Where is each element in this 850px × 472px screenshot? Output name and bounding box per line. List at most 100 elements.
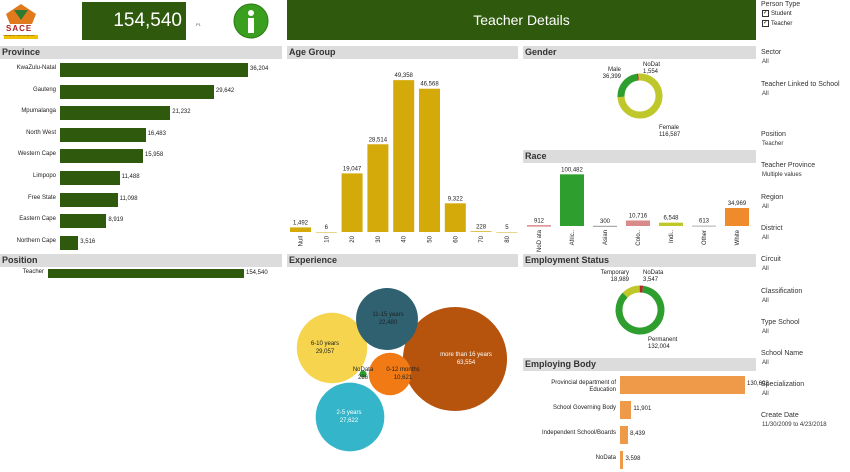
category-label: Northern Cape (16, 237, 56, 244)
page-title: Teacher Details (473, 12, 570, 28)
filter-value-4[interactable]: All (762, 204, 769, 210)
experience-bubble (296, 312, 368, 384)
race-bar (725, 208, 749, 226)
student-checkbox[interactable]: ✓ (762, 10, 769, 17)
filter-value-0[interactable]: All (762, 59, 769, 65)
age-category-label: Null (299, 236, 305, 246)
age-bar (393, 80, 415, 232)
race-category-label: Other (702, 230, 708, 245)
age-value-label: 228 (476, 224, 487, 230)
race-bar (626, 220, 650, 226)
donut-slice-value: 132,004 (648, 344, 670, 350)
filter-title-1: Teacher Linked to School (761, 81, 840, 88)
donut-slice-label: Permanent (648, 337, 678, 343)
experience-label: 11-15 years (372, 312, 403, 318)
category-label: School Governing Body (552, 405, 616, 411)
teacher-checkbox[interactable]: ✓ (762, 20, 769, 27)
filter-title-2: Position (761, 131, 786, 138)
age-group-chart: 1,492 Null 6 10 19,047 20 28,514 30 49,358 40 46,5… (290, 73, 518, 246)
bar (60, 235, 79, 250)
experience-chart: more than 16 years 63,554 6-10 years 29,057… (296, 288, 508, 452)
value-label: 11,488 (121, 174, 140, 180)
value-label: 29,642 (215, 87, 235, 94)
age-category-label: 30 (376, 235, 382, 242)
filter-title-3: Teacher Province (761, 162, 816, 169)
race-category-label: Colo.. (636, 230, 642, 246)
filter-value-1[interactable]: All (762, 91, 769, 97)
filter-title-0: Sector (761, 49, 782, 56)
age-category-label: 10 (324, 235, 330, 242)
value-label: 36,204 (250, 66, 269, 72)
bar (60, 84, 214, 99)
age-bar (496, 231, 518, 233)
value-label: 3,598 (625, 456, 641, 462)
filter-title-9: School Name (761, 350, 804, 357)
age-value-label: 19,047 (343, 166, 362, 172)
experience-bubble (368, 352, 412, 396)
filter-value-8[interactable]: All (762, 329, 769, 335)
experience-value: 27,622 (340, 418, 359, 424)
donut-slice-label: NoDat (643, 62, 660, 68)
bar (60, 63, 248, 77)
filter-person-type-title: Person Type (761, 1, 801, 8)
filter-value-9[interactable]: All (762, 360, 769, 366)
experience-header: Experience (287, 254, 518, 267)
value-label: 130,602 (747, 381, 769, 387)
logo-text: SACE (6, 24, 33, 33)
value-label: 8,439 (630, 431, 646, 437)
filter-value-11[interactable]: 11/30/2009 to 4/23/2018 (762, 422, 827, 428)
experience-bubble (356, 288, 418, 350)
race-category-label: Indi.. (669, 230, 675, 243)
bar (620, 451, 624, 469)
sace-logo: SACE South African Council for Educators (2, 2, 40, 40)
kpi-unit: P1 (196, 22, 201, 27)
donut-slice-value: 116,587 (659, 132, 681, 138)
category-label: Independent School/Boards (541, 430, 616, 436)
filter-title-5: District (761, 225, 783, 232)
province-chart: KwaZulu-Natal 36,204 Gauteng 29,642 Mpumalan… (0, 60, 282, 250)
teacher-option-label: Teacher (771, 21, 793, 28)
category-label: Limpopo (32, 173, 56, 179)
filter-value-3[interactable]: Multiple values (762, 172, 802, 178)
age-bar (470, 231, 492, 232)
bar (620, 401, 632, 419)
filter-value-5[interactable]: All (762, 235, 769, 241)
age-bar (419, 88, 440, 233)
race-value-label: 613 (699, 219, 710, 225)
age-bar (290, 227, 311, 232)
filter-value-7[interactable]: All (762, 298, 769, 304)
age-category-label: 40 (402, 235, 408, 242)
filter-title-8: Type School (761, 319, 800, 326)
race-value-label: 100,482 (561, 167, 583, 173)
donut-slice-value: 36,399 (603, 74, 622, 80)
filter-title-10: Specialization (761, 381, 805, 388)
race-value-label: 6,548 (663, 216, 679, 222)
kpi-total-box: 154,540 (82, 2, 186, 40)
donut-slice-label: Male (608, 67, 622, 73)
filter-value-6[interactable]: All (762, 266, 769, 272)
position-chart: Teacher 154,540 (0, 268, 282, 282)
filter-person-type-student[interactable]: ✓ Student (762, 10, 792, 17)
donut-slice-label: Female (659, 125, 680, 131)
donut-slice (622, 285, 641, 298)
bar (60, 171, 120, 185)
filter-value-2[interactable]: Teacher (762, 141, 784, 147)
race-bar (692, 225, 716, 227)
filter-value-10[interactable]: All (762, 391, 769, 397)
race-header: Race (523, 150, 756, 163)
category-label: KwaZulu-Natal (16, 65, 56, 71)
race-bar (659, 222, 683, 226)
category-label: Eastern Cape (19, 216, 56, 223)
bar (60, 149, 143, 164)
value-label: 154,540 (246, 269, 268, 276)
race-category-label: NoD ata (537, 229, 543, 252)
category-label: North West (26, 129, 56, 136)
value-label: 11,098 (119, 195, 138, 202)
race-bar (527, 225, 551, 227)
position-header: Position (0, 254, 282, 267)
age-bar (315, 231, 337, 233)
employing-body-chart: Provincial department of Education 130,60… (523, 372, 769, 472)
filter-person-type-teacher[interactable]: ✓ Teacher (762, 20, 792, 27)
age-bar (444, 203, 466, 232)
info-icon[interactable] (232, 2, 270, 40)
